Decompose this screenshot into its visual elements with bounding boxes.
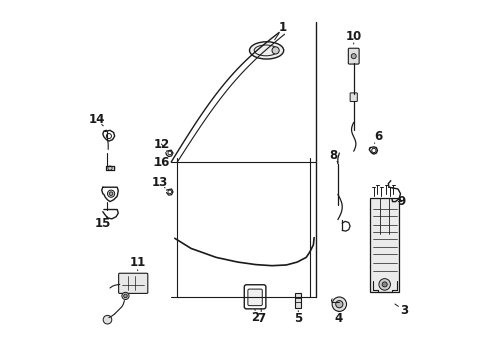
Circle shape — [108, 166, 112, 170]
Text: 15: 15 — [95, 217, 111, 230]
Circle shape — [351, 54, 356, 59]
Text: 5: 5 — [294, 312, 302, 325]
Text: 4: 4 — [335, 312, 343, 325]
Text: 13: 13 — [151, 176, 168, 189]
Circle shape — [332, 297, 346, 311]
Text: 11: 11 — [129, 256, 146, 269]
Circle shape — [123, 294, 127, 298]
Circle shape — [122, 292, 129, 300]
Circle shape — [107, 190, 115, 197]
Circle shape — [109, 192, 113, 195]
Text: 8: 8 — [329, 149, 337, 162]
Circle shape — [382, 282, 387, 287]
FancyBboxPatch shape — [370, 198, 399, 292]
Circle shape — [336, 301, 343, 308]
Ellipse shape — [249, 42, 284, 59]
FancyBboxPatch shape — [350, 93, 357, 102]
FancyBboxPatch shape — [348, 48, 359, 64]
Circle shape — [272, 47, 279, 54]
Text: 12: 12 — [153, 138, 170, 150]
Text: 7: 7 — [257, 312, 265, 325]
Circle shape — [103, 315, 112, 324]
Text: 16: 16 — [154, 156, 171, 169]
Circle shape — [379, 279, 391, 290]
FancyBboxPatch shape — [248, 289, 262, 306]
Text: 6: 6 — [374, 130, 382, 143]
Text: 2: 2 — [251, 311, 259, 324]
FancyBboxPatch shape — [294, 293, 301, 308]
Text: 14: 14 — [89, 113, 105, 126]
FancyBboxPatch shape — [119, 273, 148, 293]
Text: 1: 1 — [279, 21, 287, 34]
Text: 3: 3 — [400, 304, 408, 317]
Text: 10: 10 — [345, 30, 362, 42]
Text: 9: 9 — [397, 195, 406, 208]
